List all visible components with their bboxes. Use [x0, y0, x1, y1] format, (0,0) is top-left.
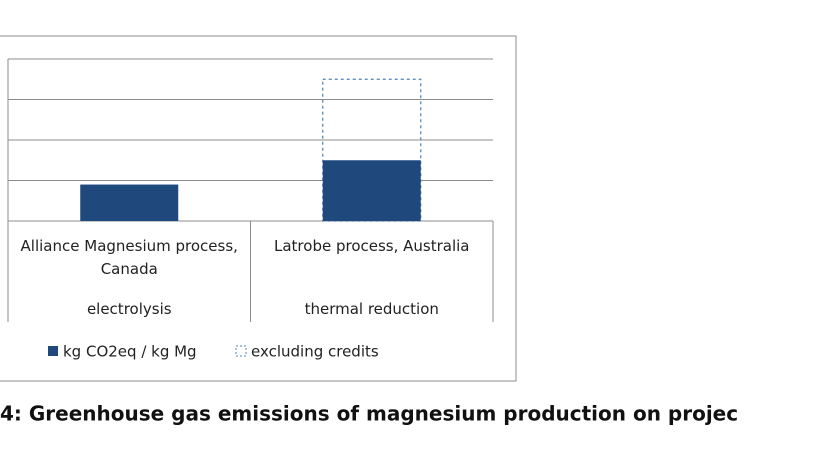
bar	[322, 160, 421, 221]
legend-swatch	[48, 346, 58, 356]
caption: 4: Greenhouse gas emissions of magnesium…	[0, 402, 738, 426]
x-tick-label: Alliance Magnesium process, Canada	[20, 237, 238, 278]
chart-frame	[0, 35, 517, 382]
group-label: electrolysis	[86, 300, 172, 318]
bar	[80, 184, 179, 221]
group-label: thermal reduction	[304, 300, 439, 318]
legend-label: excluding credits	[251, 343, 379, 361]
legend-swatch	[235, 345, 247, 357]
x-tick-label: Latrobe process, Australia	[274, 237, 470, 255]
legend-label: kg CO2eq / kg Mg	[63, 343, 197, 361]
